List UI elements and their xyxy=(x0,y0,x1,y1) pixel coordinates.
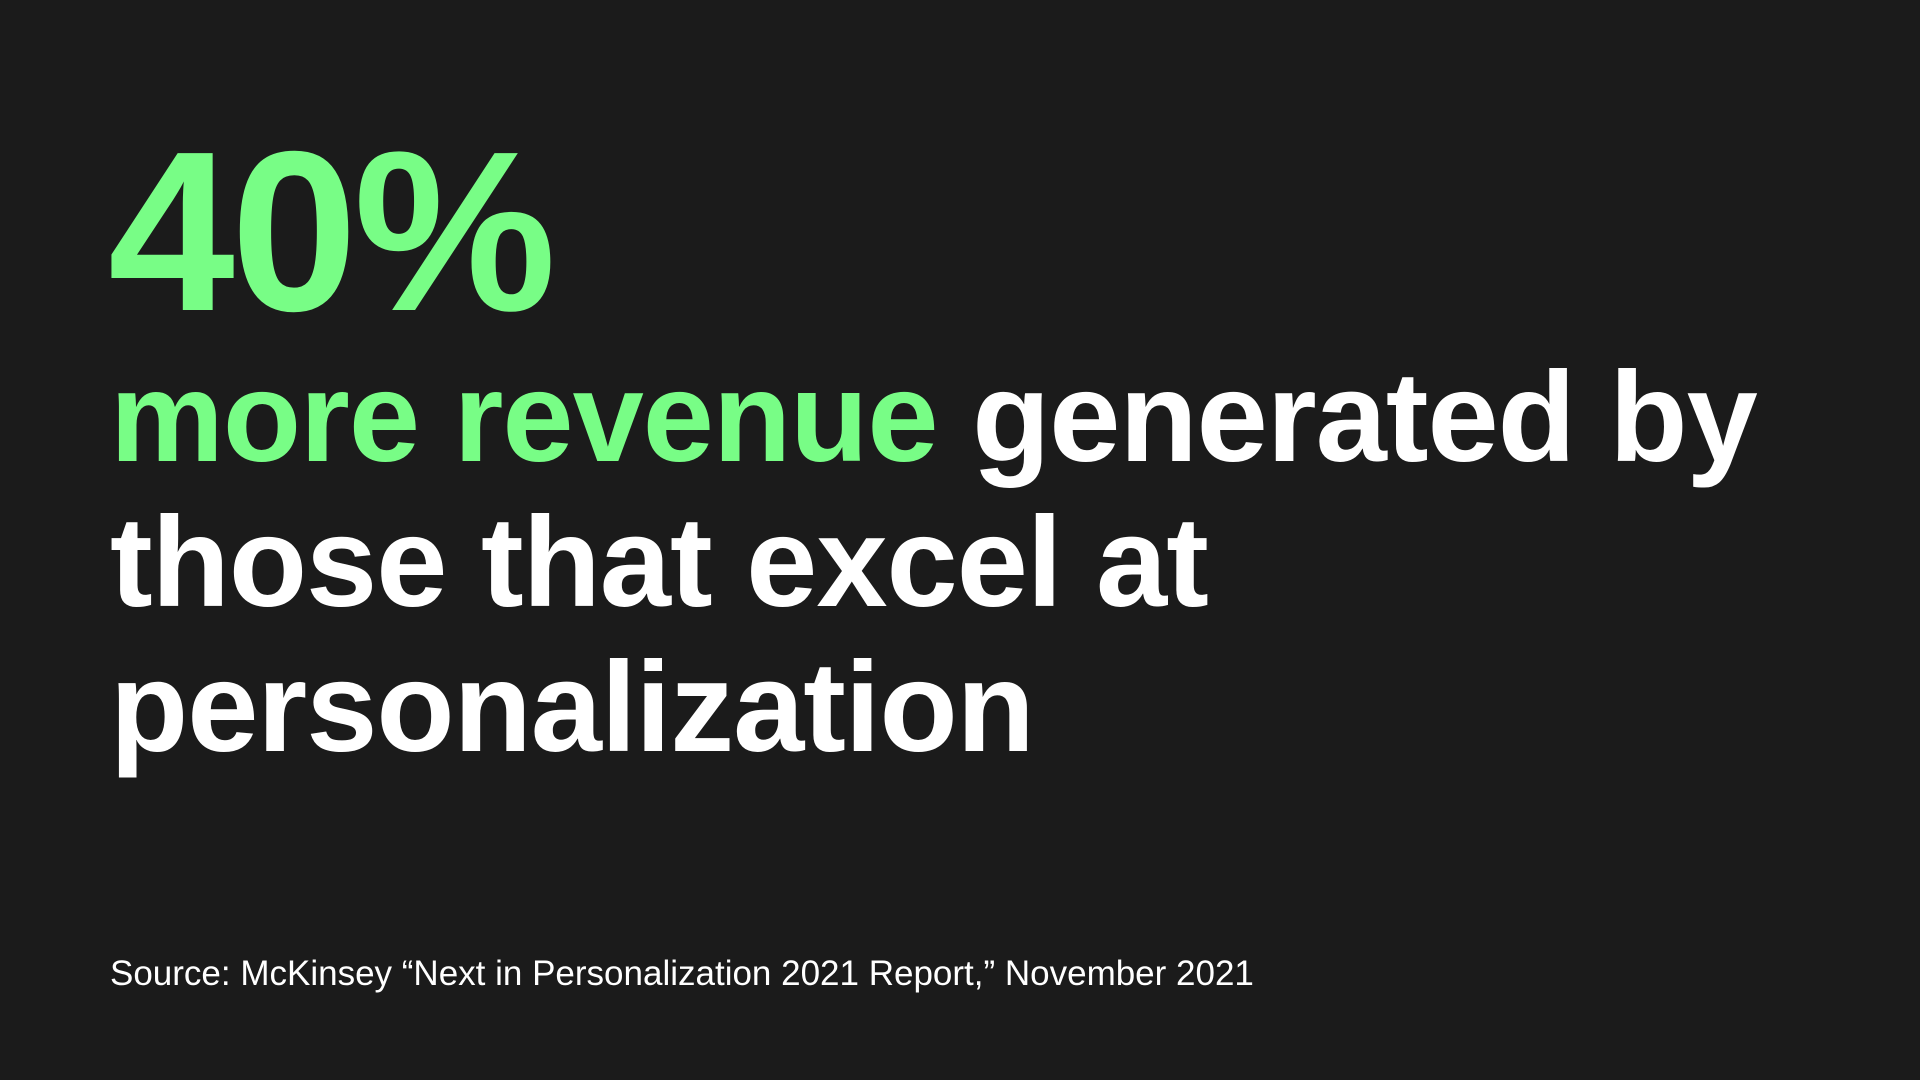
stat-value: 40% xyxy=(108,105,556,359)
headline-text: generated by those that excel at persona… xyxy=(110,346,1758,779)
source-citation: Source: McKinsey “Next in Personalizatio… xyxy=(110,954,1254,993)
headline: more revenue generated by those that exc… xyxy=(110,345,1870,780)
headline-accent: more revenue xyxy=(110,346,938,489)
